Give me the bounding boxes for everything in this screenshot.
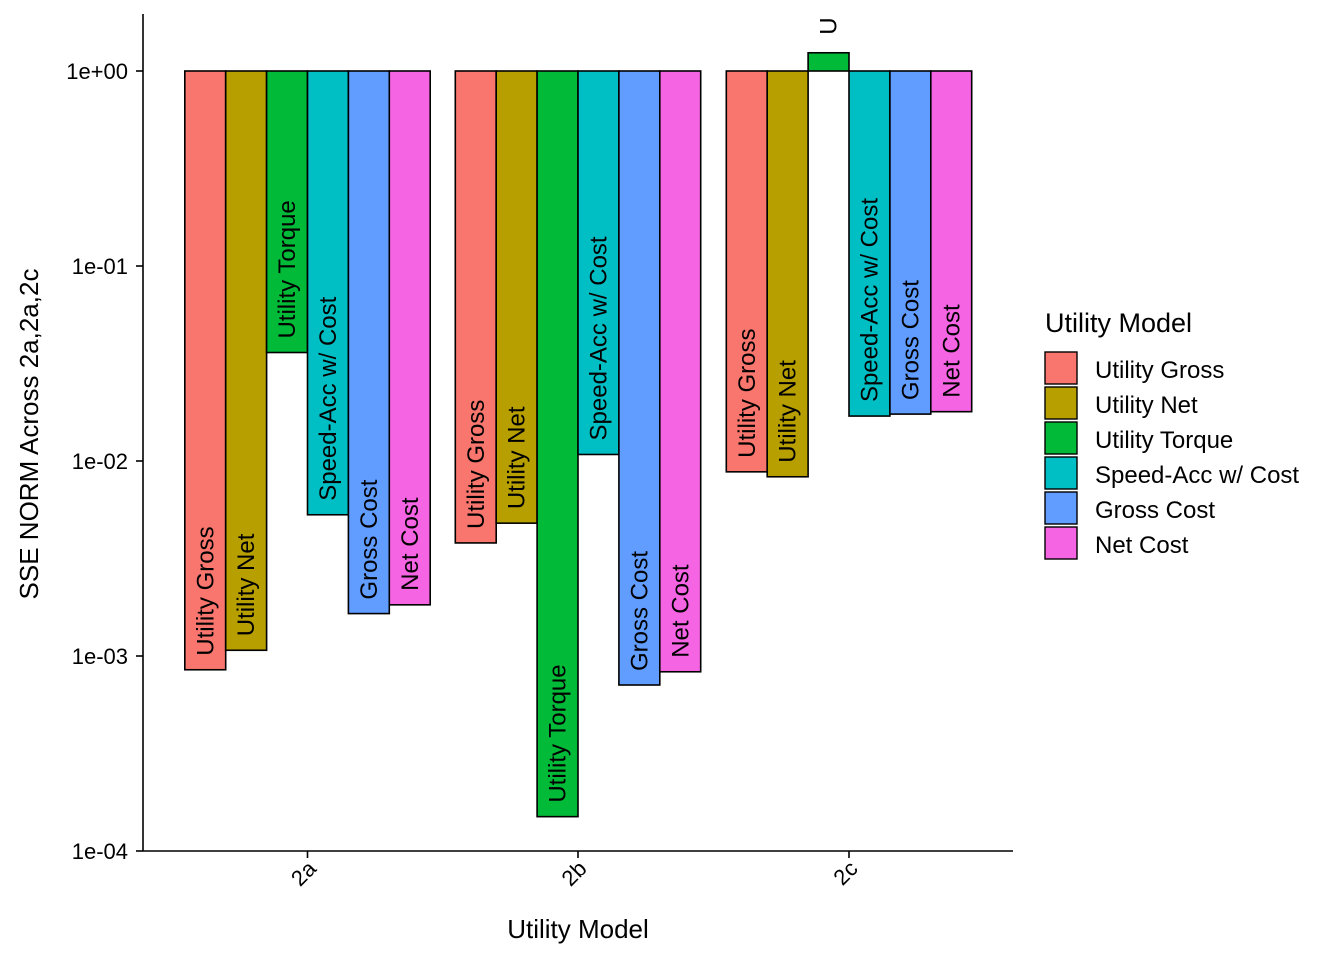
bar-2c-utility-net (766, 70, 809, 478)
bar-labels-layer: Utility Gross Utility Gross Utility Gross U… (192, 17, 965, 802)
bar-2c-net-cost (929, 70, 973, 413)
legend-key-utility-torque (1044, 421, 1078, 455)
bar-2a-speed-acc-w-cost (306, 70, 350, 516)
bar-2c-speed-acc-w-cost-label: Speed-Acc w/ Cost (856, 198, 883, 402)
bar-2b-utility-torque (536, 70, 579, 818)
bar-2a-speed-acc-w-cost-label: Speed-Acc w/ Cost (315, 296, 342, 500)
bar-2c-utility-net-label: Utility Net (775, 360, 802, 463)
bar-2b-gross-cost (618, 70, 661, 686)
x-tick-label-2c: 2c (828, 856, 862, 890)
bar-2a-gross-cost-label: Gross Cost (356, 479, 383, 599)
bar-2a-utility-net (224, 70, 268, 652)
y-tick-label-1e-03: 1e-03 (72, 644, 128, 669)
bar-2b-utility-gross (454, 70, 497, 544)
legend-label-utility-gross: Utility Gross (1095, 357, 1224, 384)
bar-2a-utility-net-label: Utility Net (233, 533, 260, 636)
y-ticks: 1e-04 1e-03 1e-02 1e-01 1e+00 (66, 59, 143, 864)
bar-2b-utility-net-label: Utility Net (504, 406, 531, 509)
bar-2a-utility-torque-label: Utility Torque (274, 200, 301, 338)
x-tick-label-2a: 2a (286, 855, 322, 891)
bar-2b-gross-cost-label: Gross Cost (626, 551, 653, 671)
legend-key-speed-acc-w-cost (1044, 456, 1078, 490)
bar-2b-utility-net (495, 70, 538, 524)
legend-items: Utility Gross Utility Net Utility Torque Sp… (1044, 351, 1299, 560)
legend-label-utility-torque: Utility Torque (1095, 427, 1233, 454)
bar-2a-utility-gross-label: Utility Gross (192, 526, 219, 655)
bar-2b-utility-gross-label: Utility Gross (463, 400, 490, 529)
bar-2b-utility-torque-label: Utility Torque (545, 664, 572, 802)
legend-key-gross-cost (1044, 491, 1078, 525)
legend-title: Utility Model (1045, 308, 1192, 338)
bar-2a-utility-gross (184, 70, 227, 671)
legend-key-net-cost (1044, 526, 1078, 560)
bar-2c-utility-torque (807, 51, 850, 72)
legend-key-utility-gross (1044, 351, 1078, 385)
bar-2a-utility-torque (265, 70, 309, 354)
y-axis-title: SSE NORM Across 2a,2a,2c (14, 269, 44, 600)
bar-2c-gross-cost (889, 70, 932, 415)
bar-2c-utility-torque-label: U (816, 17, 843, 34)
bar-2c-net-cost-label: Net Cost (938, 304, 965, 398)
bars-layer (184, 51, 973, 818)
y-tick-label-1e-04: 1e-04 (72, 839, 128, 864)
legend-label-gross-cost: Gross Cost (1095, 497, 1215, 524)
legend-label-speed-acc-w-cost: Speed-Acc w/ Cost (1095, 462, 1299, 489)
x-ticks: 2a 2b 2c (286, 851, 863, 891)
bar-2c-utility-gross (725, 70, 768, 473)
x-tick-label-2b: 2b (557, 856, 592, 891)
bar-2c-gross-cost-label: Gross Cost (897, 280, 924, 400)
bar-2a-gross-cost (347, 70, 391, 615)
bar-2c-utility-gross-label: Utility Gross (734, 328, 761, 457)
bar-2a-net-cost (388, 70, 431, 606)
x-axis-title: Utility Model (507, 914, 649, 944)
legend-label-net-cost: Net Cost (1095, 532, 1189, 559)
y-tick-label-1e-01: 1e-01 (72, 254, 128, 279)
y-tick-label-1e-02: 1e-02 (72, 449, 128, 474)
bar-2b-net-cost (658, 70, 702, 673)
bar-2b-speed-acc-w-cost-label: Speed-Acc w/ Cost (585, 236, 612, 440)
bar-2b-net-cost-label: Net Cost (667, 564, 694, 658)
bar-2b-speed-acc-w-cost (577, 70, 620, 456)
bar-2a-net-cost-label: Net Cost (397, 497, 424, 591)
legend-key-utility-net (1044, 386, 1078, 420)
y-tick-label-1e+00: 1e+00 (66, 59, 128, 84)
legend-label-utility-net: Utility Net (1095, 392, 1198, 419)
